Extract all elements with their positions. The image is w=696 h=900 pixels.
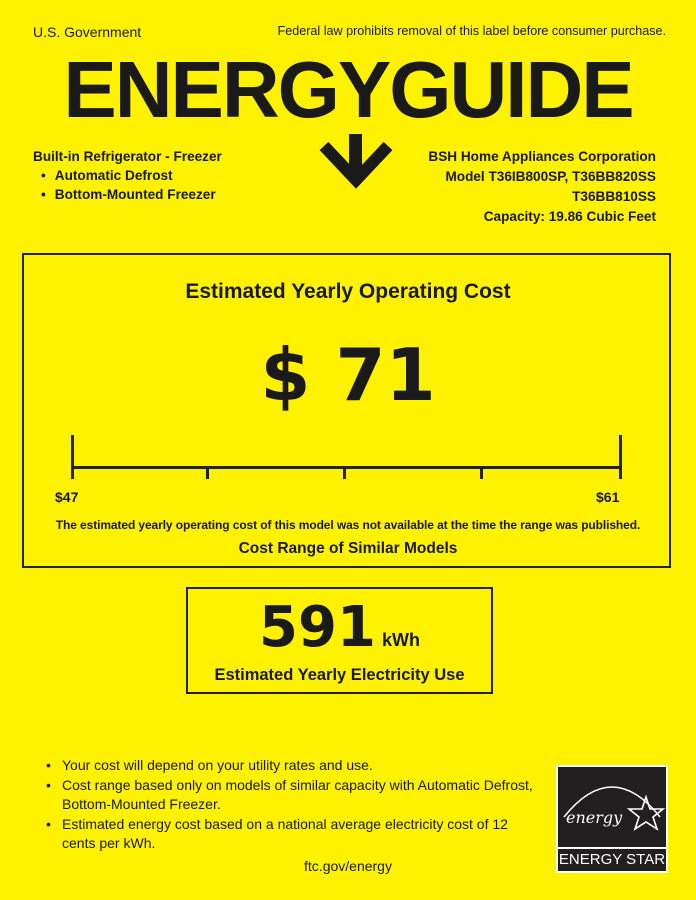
model-numbers: Model T36IB800SP, T36BB820SS (445, 169, 656, 184)
cost-range-scale (73, 466, 622, 469)
disclaimer-item: Your cost will depend on your utility ra… (44, 756, 544, 775)
electricity-label: Estimated Yearly Electricity Use (214, 666, 465, 684)
kwh-unit: kWh (381, 630, 420, 650)
energy-star-label: ENERGY STAR (558, 847, 666, 871)
removal-notice: Federal law prohibits removal of this la… (277, 24, 667, 38)
manufacturer-info: BSH Home Appliances Corporation Model T3… (428, 147, 656, 227)
ftc-link[interactable]: ftc.gov/energy (304, 858, 392, 874)
feature-item: Bottom-Mounted Freezer (33, 185, 222, 204)
scale-tick (619, 435, 622, 479)
disclaimer-item: Cost range based only on models of simil… (44, 776, 544, 814)
energy-script: energy (566, 808, 623, 827)
manufacturer-name: BSH Home Appliances Corporation (428, 149, 656, 164)
operating-cost-box (22, 253, 671, 568)
scale-tick (206, 466, 209, 479)
product-type: Built-in Refrigerator - Freezer (33, 149, 222, 164)
range-low: $47 (55, 489, 79, 505)
operating-cost-title: Estimated Yearly Operating Cost (185, 280, 511, 303)
scale-tick (71, 435, 74, 479)
capacity: Capacity: 19.86 Cubic Feet (483, 209, 656, 224)
operating-cost-value: $ 71 (260, 333, 436, 417)
range-high: $61 (596, 489, 620, 505)
disclaimer-item: Estimated energy cost based on a nationa… (44, 815, 544, 853)
product-description: Built-in Refrigerator - Freezer Automati… (33, 147, 222, 204)
energy-star-logo: energy ENERGY STAR (556, 765, 668, 873)
disclaimer-list: Your cost will depend on your utility ra… (44, 756, 544, 854)
electricity-box (186, 587, 493, 694)
feature-item: Automatic Defrost (33, 166, 222, 185)
scale-tick (343, 466, 346, 479)
electricity-use: 591 kWh (186, 598, 493, 658)
down-arrow-icon (319, 134, 393, 189)
range-note: The estimated yearly operating cost of t… (55, 518, 641, 532)
government-label: U.S. Government (33, 24, 142, 40)
energy-star-icon: energy (563, 786, 666, 831)
cost-range-label: Cost Range of Similar Models (238, 540, 458, 557)
scale-tick (480, 466, 483, 479)
energyguide-title: ENERGYGUIDE (63, 45, 634, 134)
kwh-value: 591 (259, 595, 376, 660)
model-numbers-cont: T36BB810SS (572, 189, 656, 204)
